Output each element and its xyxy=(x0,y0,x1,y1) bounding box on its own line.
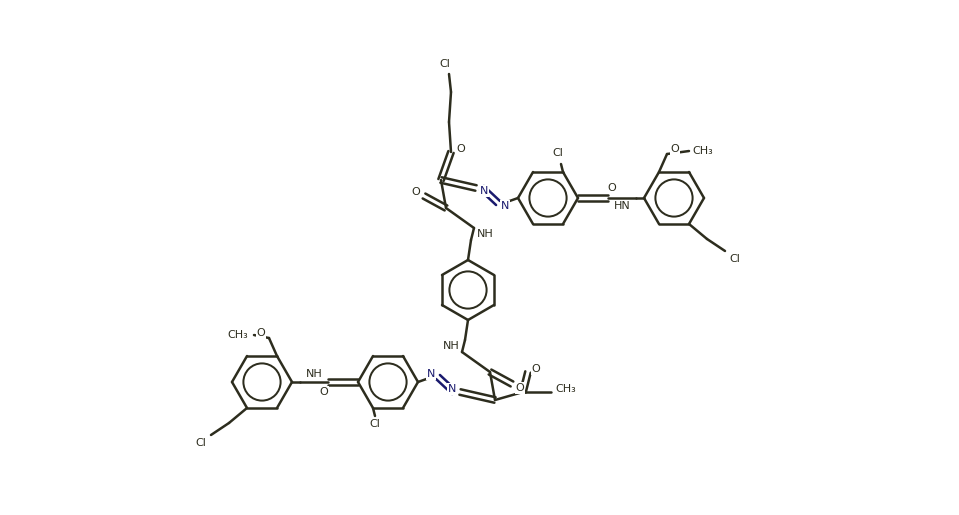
Text: O: O xyxy=(319,387,328,397)
Text: HN: HN xyxy=(614,201,630,211)
Text: Cl: Cl xyxy=(196,438,206,448)
Text: O: O xyxy=(670,144,679,154)
Text: O: O xyxy=(516,383,525,393)
Text: N: N xyxy=(448,384,456,394)
Text: N: N xyxy=(427,369,435,379)
Text: Cl: Cl xyxy=(552,148,564,158)
Text: CH₃: CH₃ xyxy=(555,384,576,394)
Text: O: O xyxy=(257,328,266,338)
Text: Cl: Cl xyxy=(730,254,740,264)
Text: O: O xyxy=(531,364,540,374)
Text: Cl: Cl xyxy=(369,419,381,429)
Text: CH₃: CH₃ xyxy=(227,330,248,340)
Text: N: N xyxy=(480,186,488,196)
Text: CH₃: CH₃ xyxy=(692,146,713,156)
Text: O: O xyxy=(411,187,420,197)
Text: N: N xyxy=(501,201,509,211)
Text: NH: NH xyxy=(443,341,459,351)
Text: NH: NH xyxy=(306,369,322,379)
Text: Cl: Cl xyxy=(439,59,451,69)
Text: O: O xyxy=(456,144,465,154)
Text: NH: NH xyxy=(477,229,493,239)
Text: O: O xyxy=(608,183,617,193)
